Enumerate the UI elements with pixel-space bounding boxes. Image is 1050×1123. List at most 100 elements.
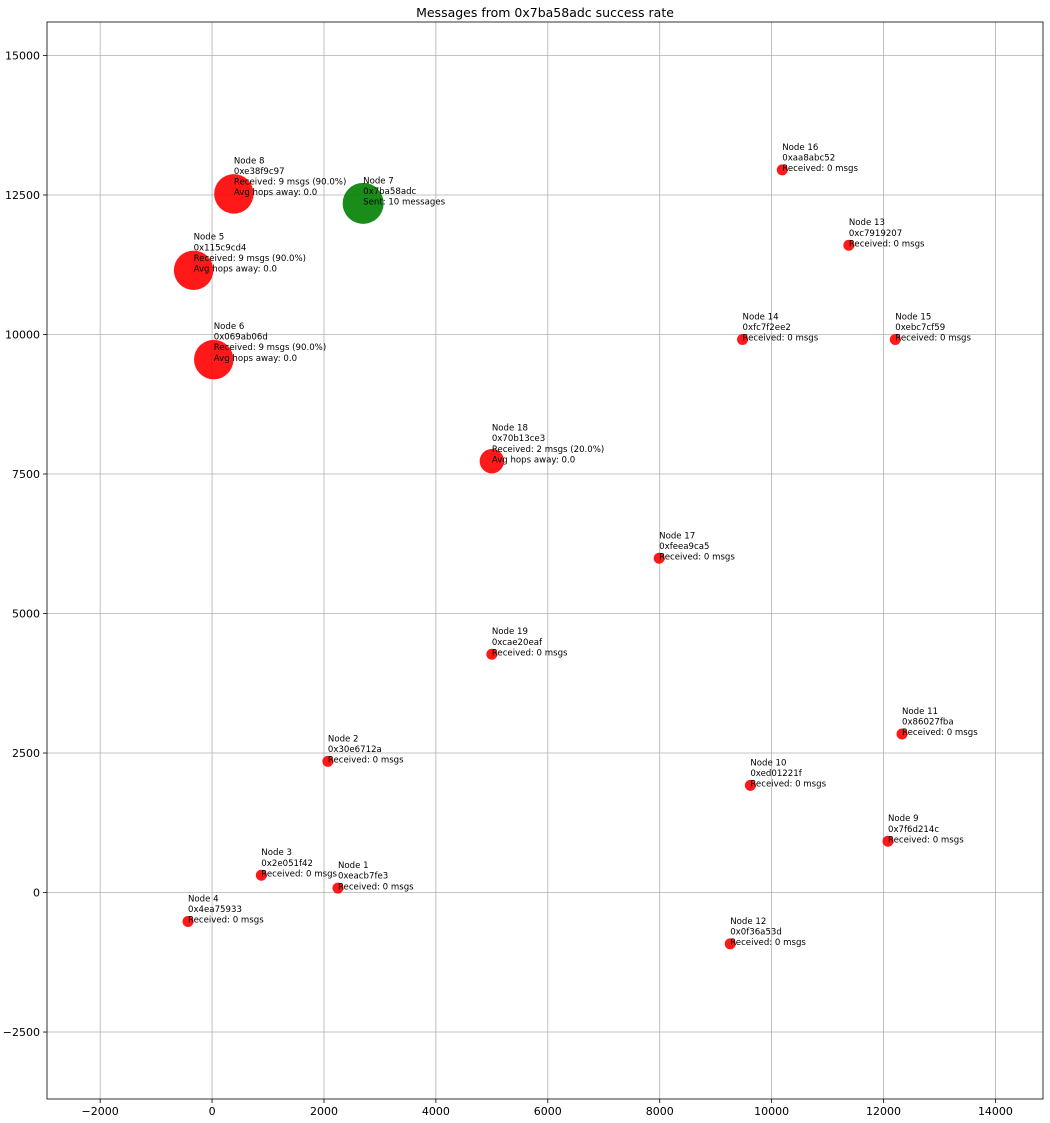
x-tick-label: 4000 [422, 1105, 450, 1118]
chart-title: Messages from 0x7ba58adc success rate [416, 5, 674, 20]
node-label-line: 0x7ba58adc [363, 187, 416, 197]
node-point [744, 779, 756, 791]
node-label: Node 15 0xebc7cf59 Received: 0 msgs [895, 313, 971, 344]
y-tick-label: 0 [33, 887, 40, 900]
x-tick-label: 12000 [866, 1105, 901, 1118]
node-label-line: 0x86027fba [902, 718, 954, 728]
node-point [342, 182, 384, 224]
y-tick-label: 5000 [12, 608, 40, 621]
node-label-line: Node 15 [895, 313, 931, 323]
x-tick-label: 8000 [646, 1105, 674, 1118]
x-tick-label: −2000 [82, 1105, 119, 1118]
node-label: Node 17 0xfeea9ca5 Received: 0 msgs [659, 531, 735, 562]
node-label: Node 11 0x86027fba Received: 0 msgs [902, 707, 978, 738]
node-label-line: 0xfc7f2ee2 [743, 323, 791, 333]
node-label-line: 0xc7919207 [849, 229, 902, 239]
node-label-line: Received: 0 msgs [849, 239, 925, 249]
node-point [479, 448, 505, 474]
node-label: Node 6 0x069ab06d Received: 9 msgs (90.0%)… [214, 322, 326, 364]
node-point [255, 869, 267, 881]
node-label-line: Node 14 [743, 313, 779, 323]
data-points [173, 164, 908, 950]
node-point [194, 339, 234, 380]
node-label-line: Node 17 [659, 531, 695, 541]
node-label-line: 0x115c9cd4 [194, 243, 247, 253]
node-label-line: Node 3 [261, 848, 292, 858]
node-label: Node 19 0xcae20eaf Received: 0 msgs [492, 627, 568, 658]
node-point [332, 882, 344, 894]
node-point [896, 728, 908, 740]
node-label: Node 3 0x2e051f42 Received: 0 msgs [261, 848, 337, 879]
node-point [182, 916, 194, 928]
node-label-line: 0xe38f9c97 [234, 167, 285, 177]
y-tick-label: 15000 [5, 49, 40, 62]
node-point [776, 164, 788, 176]
node-label-line: Node 18 [492, 424, 528, 434]
node-label-line: 0x30e6712a [328, 745, 382, 755]
node-label-line: Received: 0 msgs [188, 916, 264, 926]
node-label: Node 5 0x115c9cd4 Received: 9 msgs (90.0%)… [194, 233, 306, 275]
axis-ticks: −2000 0 2000 4000 6000 8000 10000 12000 14000 −25… [3, 49, 1013, 1118]
x-tick-label: 2000 [310, 1105, 338, 1118]
node-label-line: Received: 9 msgs (90.0%) [234, 177, 346, 187]
y-tick-label: 7500 [12, 468, 40, 481]
node-label-line: Received: 0 msgs [328, 756, 404, 766]
node-label-line: 0xebc7cf59 [895, 323, 945, 333]
x-tick-label: 0 [209, 1105, 216, 1118]
node-label: Node 2 0x30e6712a Received: 0 msgs [328, 734, 404, 765]
node-label-line: Node 7 [363, 176, 394, 186]
y-tick-label: 10000 [5, 328, 40, 341]
node-point [486, 648, 498, 660]
node-label: Node 1 0xeacb7fe3 Received: 0 msgs [338, 861, 414, 892]
node-label-line: Node 5 [194, 233, 225, 243]
node-label: Node 12 0x0f36a53d Received: 0 msgs [730, 917, 806, 948]
node-label: Node 16 0xaa8abc52 Received: 0 msgs [782, 143, 858, 174]
node-point [173, 250, 214, 291]
node-label-line: 0xcae20eaf [492, 638, 543, 648]
node-label-line: Received: 0 msgs [750, 780, 826, 790]
node-label-line: Node 8 [234, 156, 265, 166]
node-label-line: Received: 0 msgs [659, 552, 735, 562]
node-point [214, 174, 254, 214]
y-tick-label: 2500 [12, 747, 40, 760]
node-label-line: Avg hops away: 0.0 [194, 265, 277, 275]
node-label-line: Received: 0 msgs [730, 938, 806, 948]
node-label-line: Received: 2 msgs (20.0%) [492, 445, 604, 455]
node-point [737, 334, 749, 346]
node-label-line: 0xed01221f [750, 769, 802, 779]
node-label-line: Received: 0 msgs [902, 728, 978, 738]
node-point [843, 239, 855, 251]
node-point [653, 552, 665, 564]
node-label-line: 0x7f6d214c [888, 825, 939, 835]
node-label-line: 0x069ab06d [214, 333, 268, 343]
node-label: Node 7 0x7ba58adc Sent: 10 messages [363, 176, 445, 207]
node-label-line: Avg hops away: 0.0 [234, 188, 317, 198]
node-label-line: Node 6 [214, 322, 245, 332]
node-point [882, 835, 894, 847]
x-tick-label: 6000 [534, 1105, 562, 1118]
y-tick-label: 12500 [5, 189, 40, 202]
node-label-line: Sent: 10 messages [363, 198, 445, 208]
node-label-line: Node 13 [849, 218, 885, 228]
y-tick-label: −2500 [3, 1026, 40, 1039]
node-label-line: Node 9 [888, 814, 919, 824]
node-label: Node 10 0xed01221f Received: 0 msgs [750, 758, 826, 789]
node-label-line: 0xeacb7fe3 [338, 872, 388, 882]
node-point [889, 334, 901, 346]
node-label: Node 14 0xfc7f2ee2 Received: 0 msgs [743, 313, 819, 344]
node-label: Node 8 0xe38f9c97 Received: 9 msgs (90.0%)… [234, 156, 346, 198]
node-label-line: Received: 9 msgs (90.0%) [214, 343, 326, 353]
node-label-line: Received: 0 msgs [338, 882, 414, 892]
node-label-line: Received: 0 msgs [743, 334, 819, 344]
node-label: Node 4 0x4ea75933 Received: 0 msgs [188, 895, 264, 926]
node-label: Node 18 0x70b13ce3 Received: 2 msgs (20.0%… [492, 424, 604, 466]
node-label: Node 13 0xc7919207 Received: 0 msgs [849, 218, 925, 249]
node-label-line: Node 2 [328, 734, 359, 744]
node-label: Node 9 0x7f6d214c Received: 0 msgs [888, 814, 964, 845]
x-tick-label: 14000 [978, 1105, 1013, 1118]
node-label-line: Received: 0 msgs [261, 869, 337, 879]
node-point [724, 938, 736, 950]
node-label-line: 0xfeea9ca5 [659, 542, 709, 552]
